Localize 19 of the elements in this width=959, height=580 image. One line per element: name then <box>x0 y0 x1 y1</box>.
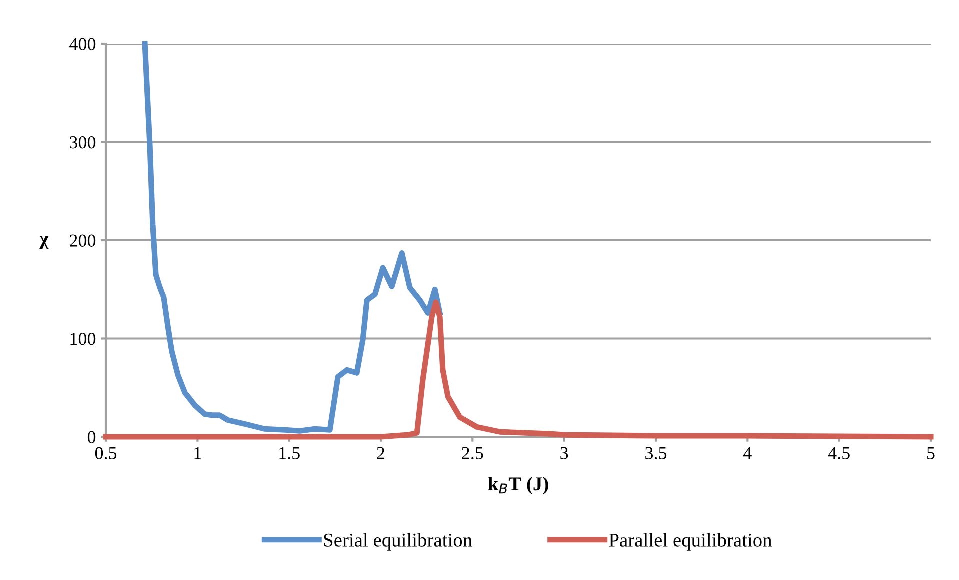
y-tick-label: 100 <box>70 333 96 346</box>
x-tick-label: 2.5 <box>462 447 484 460</box>
legend-label: Serial equilibration <box>324 533 472 551</box>
legend-label: Parallel equilibration <box>609 533 772 551</box>
x-tick-label: 1.5 <box>280 447 300 460</box>
y-tick-label: 300 <box>70 136 96 149</box>
x-tick-label: 3.5 <box>646 447 667 460</box>
x-tick-label: 0.5 <box>95 447 117 460</box>
x-tick-label: 1 <box>194 447 202 460</box>
y-axis-title: χ <box>40 236 49 250</box>
x-tick-label: 2 <box>377 447 385 460</box>
x-tick-label: 4 <box>744 447 752 460</box>
y-tick-label: 0 <box>88 431 96 444</box>
y-tick-label: 200 <box>70 234 96 247</box>
x-tick-label: 4.5 <box>828 447 850 460</box>
x-axis-title: k$_{B}$T (J) <box>488 476 548 495</box>
x-tick-label: 3 <box>560 447 568 460</box>
x-tick-label: 5 <box>928 447 935 460</box>
y-tick-label: 400 <box>70 38 96 50</box>
